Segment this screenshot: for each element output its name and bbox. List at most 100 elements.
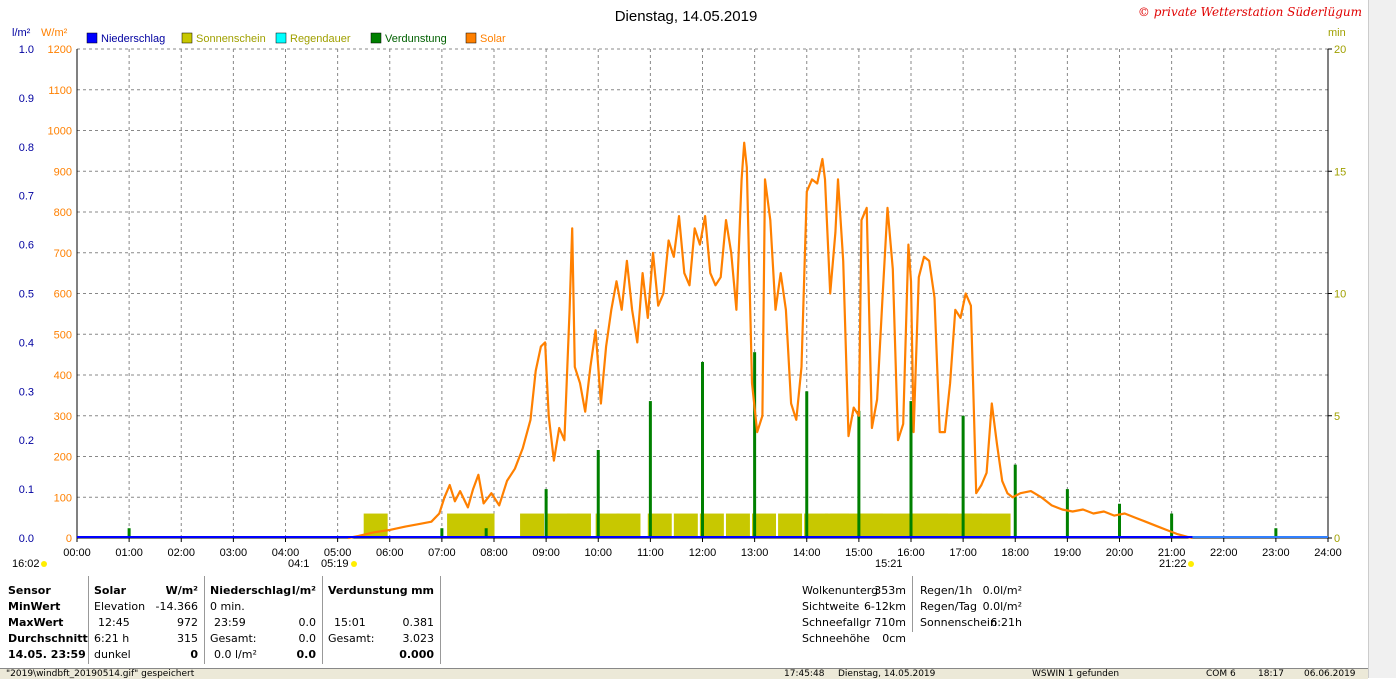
x-tick-label: 01:00 xyxy=(115,547,143,559)
solar-axis-tick-label: 500 xyxy=(54,329,72,341)
weather-label: Wolkenunterg xyxy=(802,584,879,597)
precip-row-label: 0.0 l/m² xyxy=(214,648,257,661)
sunrise-left-label: 16:02 xyxy=(12,558,40,570)
solar-axis-tick-label: 0 xyxy=(66,533,72,545)
legend-label: Solar xyxy=(480,33,506,45)
x-tick-label: 06:00 xyxy=(376,547,404,559)
legend-label: Niederschlag xyxy=(101,33,165,45)
evaporation-bar xyxy=(648,401,652,538)
vertical-scrollbar[interactable] xyxy=(1368,0,1396,678)
x-tick-label: 23:00 xyxy=(1262,547,1290,559)
sunshine-bar xyxy=(752,513,776,538)
precip-unit: l/m² xyxy=(291,584,316,597)
solar-row-value: 972 xyxy=(177,616,198,629)
right-axis-tick-label: 5 xyxy=(1334,411,1340,423)
sunshine-bar xyxy=(546,513,571,538)
sunshine-bar xyxy=(699,513,724,538)
solar-line xyxy=(347,141,1193,540)
x-tick-label: 07:00 xyxy=(428,547,456,559)
evap-unit: mm xyxy=(411,584,434,597)
sun-markers: 16:02 04:1 05:19 15:21 21:22 xyxy=(12,558,1194,570)
weather-label: Regen/1h xyxy=(920,584,973,597)
precip-row-label: Gesamt: xyxy=(210,632,257,645)
x-tick-label: 16:00 xyxy=(897,547,925,559)
sunshine-bar xyxy=(673,513,698,538)
status-port: COM 6 xyxy=(1206,669,1236,679)
solar-row-label: dunkel xyxy=(94,648,131,661)
evaporation-bar xyxy=(1118,503,1121,538)
weather-right-block: Regen/1h 0.0l/m² Regen/Tag 0.0l/m² Sonne… xyxy=(918,576,1030,664)
right-axis-tick-label: 20 xyxy=(1334,44,1346,56)
legend-swatch xyxy=(181,32,193,44)
sunshine-bar xyxy=(725,513,750,538)
evaporation-bar xyxy=(1274,528,1278,538)
solar-row-value: 315 xyxy=(177,632,198,645)
evap-row-label: 15:01 xyxy=(334,616,366,629)
weather-value: 0.0l/m² xyxy=(982,600,1022,613)
weather-value: 0cm xyxy=(882,632,906,645)
stats-max-label: MaxWert xyxy=(8,616,64,629)
precip-axis-tick-label: 0.8 xyxy=(19,142,34,154)
sunrise-mark-label: 04:1 xyxy=(288,558,309,570)
legend-swatch xyxy=(370,32,382,44)
sunshine-bar xyxy=(858,513,883,538)
sunshine-bar xyxy=(566,513,591,538)
precip-axis-tick-label: 0.9 xyxy=(19,93,34,105)
x-tick-label: 00:00 xyxy=(63,547,91,559)
evap-row-value: 0.000 xyxy=(399,648,434,661)
sunshine-bar xyxy=(647,513,672,538)
x-tick-label: 03:00 xyxy=(220,547,248,559)
x-tick-label: 02:00 xyxy=(167,547,195,559)
legend-swatch xyxy=(275,32,287,44)
legend-label: Verdunstung xyxy=(385,33,447,45)
precip-axis-tick-label: 0.0 xyxy=(19,533,34,545)
weather-value: 0.0l/m² xyxy=(982,584,1022,597)
status-bar: "2019\windbft_20190514.gif" gespeichert … xyxy=(0,668,1368,679)
x-tick-label: 08:00 xyxy=(480,547,508,559)
evap-row-value: 3.023 xyxy=(402,632,435,645)
solar-axis-tick-label: 100 xyxy=(54,492,72,504)
stats-date-label: 14.05. 23:59 xyxy=(8,648,86,661)
precip-header: Niederschlag xyxy=(210,584,292,597)
solar-axis-tick-label: 300 xyxy=(54,411,72,423)
precip-axis-tick-label: 0.3 xyxy=(19,386,34,398)
precip-axis-tick-label: 0.4 xyxy=(19,337,34,349)
sunshine-bar xyxy=(830,513,855,538)
precip-row-label: 0 min. xyxy=(210,600,245,613)
stats-min-label: MinWert xyxy=(8,600,61,613)
solar-row-value: -14.366 xyxy=(155,600,198,613)
culmination-label: 15:21 xyxy=(875,558,903,570)
weather-value: 6:21h xyxy=(990,616,1022,629)
evap-header: Verdunstung xyxy=(328,584,408,597)
axes: 00:00 01:00 02:00 03:00 04:00 05:00 06:00 07:00… xyxy=(19,44,1347,559)
status-today: 06.06.2019 xyxy=(1304,669,1356,679)
precip-axis-tick-label: 0.2 xyxy=(19,435,34,447)
x-tick-label: 24:00 xyxy=(1314,547,1342,559)
chart-title: Dienstag, 14.05.2019 xyxy=(615,8,758,25)
weather-label: Sichtweite xyxy=(802,600,860,613)
weather-value: 353m xyxy=(874,584,906,597)
evaporation-bar xyxy=(544,489,548,538)
sunshine-bar xyxy=(877,513,902,538)
left-axis1-unit: l/m² xyxy=(12,27,31,39)
x-tick-label: 20:00 xyxy=(1106,547,1134,559)
sunshine-bar xyxy=(804,513,829,538)
sunshine-bar xyxy=(934,513,959,538)
x-tick-label: 17:00 xyxy=(949,547,977,559)
evap-row-label: Gesamt: xyxy=(328,632,375,645)
solar-axis-tick-label: 900 xyxy=(54,166,72,178)
evaporation-bar xyxy=(127,528,131,538)
legend-swatch xyxy=(465,32,477,44)
sunrise-left-marker xyxy=(41,561,47,567)
right-axis-unit: min xyxy=(1328,27,1346,39)
evaporation-series xyxy=(127,352,1278,538)
sunrise-marker xyxy=(351,561,357,567)
solar-header: Solar xyxy=(94,584,127,597)
evaporation-bar xyxy=(1170,513,1174,538)
evaporation-bar xyxy=(440,528,444,538)
sunrise-time-label: 05:19 xyxy=(321,558,349,570)
solar-row-label: 6:21 h xyxy=(94,632,130,645)
x-tick-label: 14:00 xyxy=(793,547,821,559)
x-tick-label: 21:00 xyxy=(1158,547,1186,559)
evaporation-bar xyxy=(857,410,861,538)
